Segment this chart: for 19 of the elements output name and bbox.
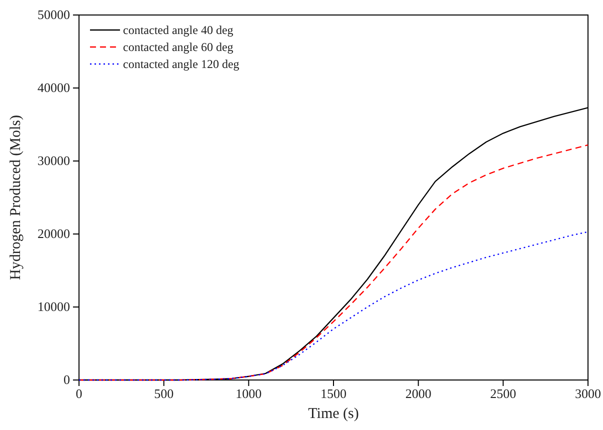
x-tick-label: 1500 (320, 386, 346, 402)
x-tick-label: 2000 (405, 386, 432, 402)
y-tick-label: 10000 (38, 299, 70, 314)
x-axis-title: Time (s) (308, 406, 359, 422)
x-tick-label: 0 (76, 386, 82, 402)
x-tick-label: 500 (154, 386, 174, 402)
y-tick-label: 40000 (38, 80, 70, 96)
y-axis-title: Hydrogen Produced (Mols) (8, 115, 24, 280)
y-tick-label: 30000 (38, 153, 70, 168)
x-tick-label: 2500 (490, 386, 516, 402)
line-series (78, 231, 589, 381)
x-tick-label: 1000 (236, 386, 262, 402)
y-tick-label: 20000 (38, 226, 70, 242)
x-tick-label: 3000 (575, 386, 601, 402)
y-tick-label: 0 (64, 372, 70, 388)
legend-label: contacted angle 120 deg (123, 57, 240, 71)
legend-label: contacted angle 60 deg (123, 40, 234, 54)
legend-label: contacted angle 40 deg (123, 23, 234, 37)
y-tick-label: 50000 (38, 7, 70, 22)
